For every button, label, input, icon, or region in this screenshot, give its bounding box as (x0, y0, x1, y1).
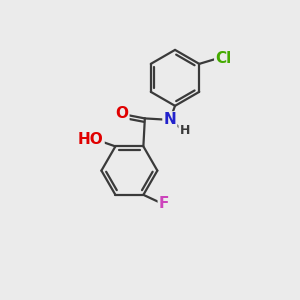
Text: Cl: Cl (215, 51, 232, 66)
Text: N: N (164, 112, 176, 128)
Text: O: O (116, 106, 128, 122)
Text: HO: HO (78, 131, 104, 146)
Text: F: F (159, 196, 169, 211)
Text: H: H (179, 124, 190, 137)
